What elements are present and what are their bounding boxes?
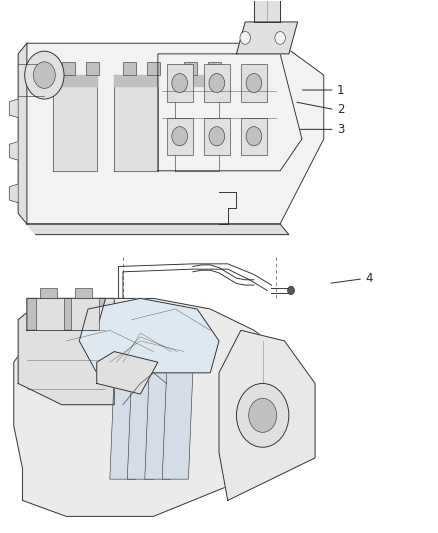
Bar (71, 298, 99, 330)
Polygon shape (10, 99, 18, 118)
Polygon shape (110, 373, 141, 479)
Circle shape (288, 286, 294, 295)
Bar (123, 62, 136, 75)
Text: 3: 3 (337, 123, 344, 136)
Polygon shape (175, 75, 219, 171)
Text: 2: 2 (337, 103, 344, 116)
Circle shape (240, 31, 251, 44)
Bar (40, 288, 57, 298)
Circle shape (172, 127, 187, 146)
Circle shape (246, 127, 262, 146)
Polygon shape (127, 373, 158, 479)
Polygon shape (158, 54, 302, 171)
Bar (204, 64, 230, 102)
Polygon shape (162, 373, 193, 479)
Bar (62, 62, 75, 75)
Circle shape (25, 51, 64, 99)
Polygon shape (79, 298, 219, 373)
Bar (75, 288, 92, 298)
Bar (147, 62, 160, 75)
Polygon shape (27, 43, 324, 224)
Polygon shape (114, 75, 158, 86)
Circle shape (237, 383, 289, 447)
Circle shape (209, 127, 225, 146)
Polygon shape (27, 224, 289, 235)
Bar (184, 62, 197, 75)
Polygon shape (18, 43, 27, 224)
Polygon shape (219, 330, 315, 500)
Polygon shape (14, 298, 315, 516)
Circle shape (33, 62, 55, 88)
Bar (35, 298, 64, 330)
Polygon shape (254, 0, 280, 22)
Circle shape (246, 74, 262, 93)
Bar (86, 62, 99, 75)
Polygon shape (18, 298, 114, 405)
Polygon shape (53, 75, 97, 86)
Polygon shape (114, 75, 158, 171)
Circle shape (249, 398, 277, 432)
Text: 1: 1 (337, 84, 344, 96)
Circle shape (209, 74, 225, 93)
Polygon shape (10, 184, 18, 203)
Bar (241, 118, 267, 155)
Circle shape (172, 74, 187, 93)
Polygon shape (97, 352, 158, 394)
Polygon shape (175, 75, 219, 86)
Text: 4: 4 (365, 272, 373, 285)
Bar (166, 64, 193, 102)
Bar (204, 118, 230, 155)
Bar (241, 64, 267, 102)
Polygon shape (53, 75, 97, 171)
Circle shape (275, 31, 286, 44)
Polygon shape (237, 22, 297, 54)
Bar (208, 62, 221, 75)
Polygon shape (145, 373, 175, 479)
Polygon shape (10, 142, 18, 160)
Bar (166, 118, 193, 155)
Polygon shape (27, 298, 106, 330)
